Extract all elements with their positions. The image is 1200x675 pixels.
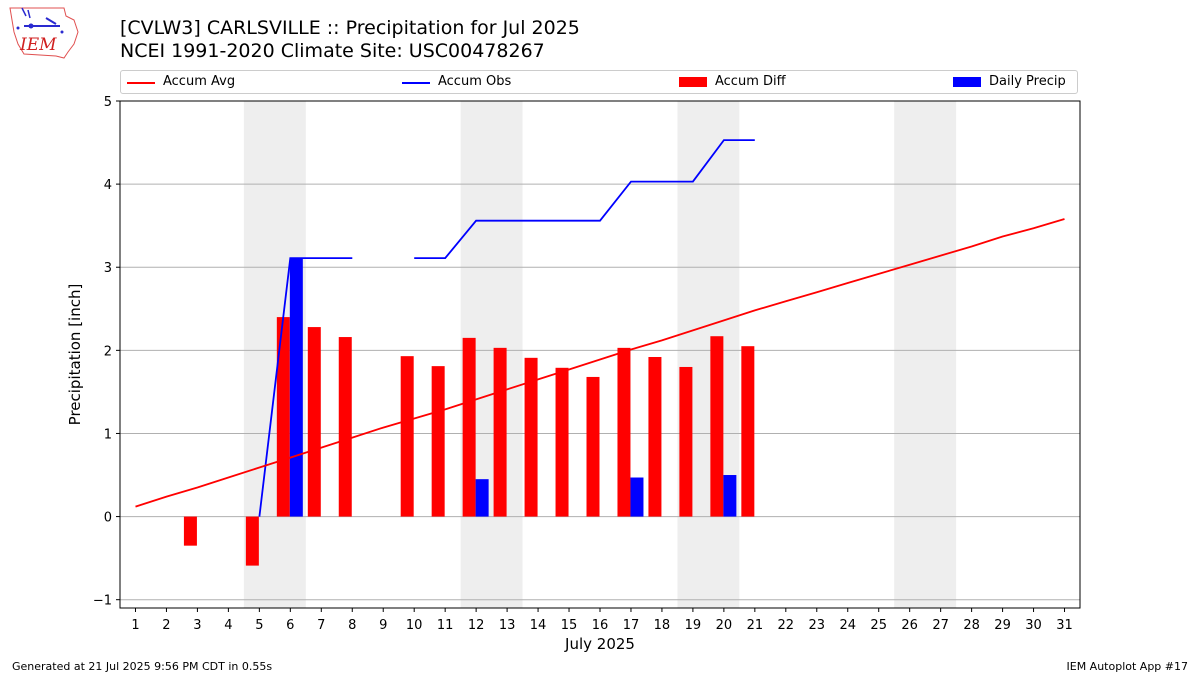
accum-diff-bar [462,337,476,517]
x-tick-label: 16 [592,618,609,633]
x-tick-label: 12 [468,618,485,633]
y-tick-label: 5 [104,95,112,110]
y-axis-label: Precipitation [inch] [66,284,84,426]
accum-diff-bar [524,357,538,517]
chart-subtitle: NCEI 1991-2020 Climate Site: USC00478267 [120,40,545,62]
accum-diff-bar [183,516,197,546]
x-tick-label: 4 [224,618,232,633]
app-credit: IEM Autoplot App #17 [1066,660,1189,673]
accum-diff-bar [307,327,321,517]
accum-diff-bar [555,367,569,517]
weekend-shading [894,101,957,608]
accum-diff-bar [617,347,631,517]
y-tick-label: −1 [93,594,112,609]
accum-diff-bar [710,336,724,517]
bar-layer [183,258,755,566]
y-tick-label: 4 [104,178,112,193]
iem-logo: IEM [9,7,79,59]
weekend-shading [677,101,740,608]
chart-legend: Accum Avg Accum Obs Accum Diff Daily Pre… [120,70,1078,94]
legend-label-accum-obs: Accum Obs [438,74,512,89]
x-tick-label: 26 [901,618,918,633]
legend-label-daily-precip: Daily Precip [989,74,1066,89]
x-tick-label: 20 [716,618,733,633]
x-tick-label: 5 [255,618,263,633]
daily-precip-bar [723,475,737,517]
x-tick-label: 11 [437,618,454,633]
y-tick-label: 2 [104,344,112,359]
x-tick-label: 30 [1025,618,1042,633]
accum-obs-line [258,139,755,517]
legend-label-accum-diff: Accum Diff [715,74,786,89]
accum-diff-bar [493,347,507,517]
accum-diff-bar [400,356,414,517]
chart-title: [CVLW3] CARLSVILLE :: Precipitation for … [120,17,580,39]
line-layer [135,139,1065,517]
x-tick-label: 15 [561,618,578,633]
x-tick-label: 7 [317,618,325,633]
x-tick-label: 14 [530,618,547,633]
y-tick-label: 3 [104,261,112,276]
x-tick-label: 8 [348,618,356,633]
x-tick-label: 25 [870,618,887,633]
x-tick-label: 3 [193,618,201,633]
accum-diff-bar [276,317,290,517]
x-tick-label: 2 [162,618,170,633]
logo-text: IEM [19,35,57,55]
x-tick-label: 6 [286,618,294,633]
daily-precip-bar [630,477,644,517]
x-tick-label: 10 [406,618,423,633]
legend-label-accum-avg: Accum Avg [163,74,236,89]
x-tick-label: 13 [499,618,516,633]
daily-precip-bar [289,258,303,517]
x-tick-label: 21 [747,618,764,633]
accum-avg-line [135,218,1065,508]
legend-swatch-accum-obs [402,82,430,84]
accum-diff-bar [679,366,693,517]
y-tick-label: 0 [104,511,112,526]
x-tick-label: 9 [379,618,387,633]
generated-timestamp: Generated at 21 Jul 2025 9:56 PM CDT in … [12,660,273,673]
legend-swatch-accum-avg [127,82,155,84]
x-tick-label: 27 [932,618,949,633]
accum-diff-bar [245,516,259,566]
accum-diff-bar [431,366,445,517]
x-tick-label: 24 [839,618,856,633]
x-tick-label: 22 [778,618,795,633]
x-tick-label: 29 [994,618,1011,633]
legend-swatch-accum-diff [679,77,707,87]
daily-precip-bar [475,479,489,517]
x-tick-label: 1 [131,618,139,633]
y-tick-label: 1 [104,427,112,442]
x-tick-label: 28 [963,618,980,633]
x-tick-label: 23 [809,618,826,633]
accum-diff-bar [741,346,755,517]
accum-diff-bar [586,376,600,517]
accum-diff-bar [648,356,662,517]
x-tick-label: 19 [685,618,702,633]
x-axis-label: July 2025 [564,635,635,653]
accum-diff-bar [338,337,352,517]
x-tick-label: 17 [623,618,640,633]
legend-swatch-daily-precip [953,77,981,87]
x-tick-label: 31 [1056,618,1073,633]
x-tick-label: 18 [654,618,671,633]
